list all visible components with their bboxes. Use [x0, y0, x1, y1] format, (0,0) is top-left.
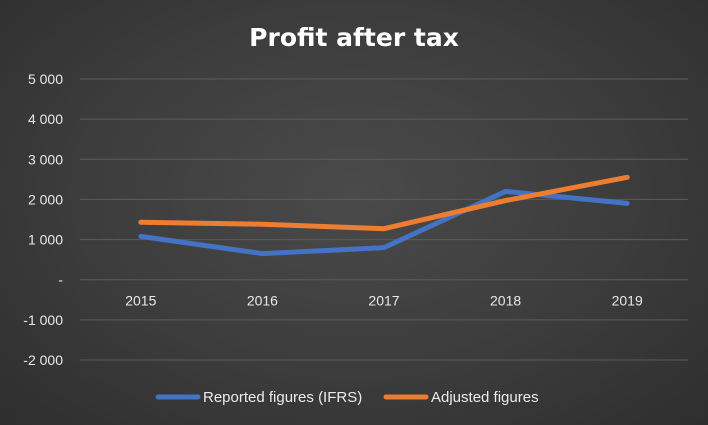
y-tick-label: -2 000	[23, 352, 63, 368]
legend-label-adjusted: Adjusted figures	[431, 389, 539, 406]
y-tick-label: 2 000	[28, 191, 63, 207]
y-tick-label: 1 000	[28, 232, 63, 248]
y-tick-label: 3 000	[28, 151, 63, 167]
series-line-reported	[138, 188, 630, 257]
x-tick-label: 2018	[490, 293, 521, 309]
y-tick-label: -1 000	[23, 312, 63, 328]
y-axis-tick-labels: 5 000 4 000 3 000 2 000 1 000 - -1 000 -2 000	[23, 71, 63, 368]
x-tick-label: 2015	[125, 293, 156, 309]
y-tick-label: 5 000	[28, 71, 63, 87]
x-tick-label: 2016	[247, 293, 278, 309]
legend-label-reported: Reported figures (IFRS)	[203, 389, 362, 406]
gridlines	[80, 78, 688, 361]
series-line-adjusted	[138, 174, 630, 232]
x-tick-label: 2017	[368, 293, 399, 309]
y-tick-label: -	[58, 272, 63, 288]
x-tick-label: 2019	[612, 293, 643, 309]
chart-title: Profit after tax	[249, 23, 459, 52]
series-lines	[138, 174, 630, 257]
y-tick-label: 4 000	[28, 111, 63, 127]
legend: Reported figures (IFRS) Adjusted figures	[155, 389, 539, 406]
x-axis-tick-labels: 2015 2016 2017 2018 2019	[125, 293, 643, 309]
